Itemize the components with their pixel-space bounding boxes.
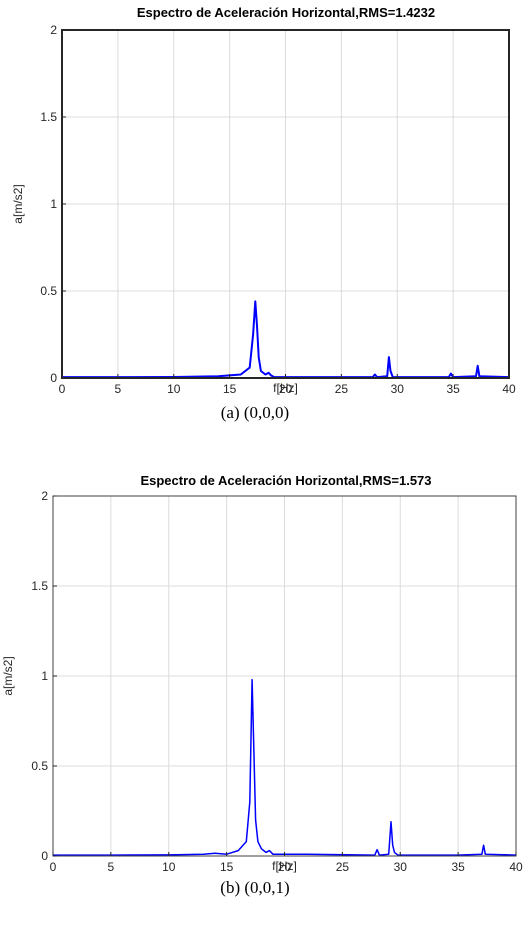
chart-b-x-tick-label: 0 [50, 860, 57, 874]
chart-a-y-tick-label: 1 [50, 197, 57, 211]
chart-b-x-tick-label: 25 [336, 860, 350, 874]
chart-b-y-tick-label: 2 [41, 489, 48, 503]
chart-a-xlabel: f[Hz] [273, 381, 298, 395]
chart-b-xlabel: f[Hz] [272, 859, 297, 873]
chart-b: Espectro de Aceleración Horizontal,RMS=1… [1, 473, 523, 897]
chart-b-caption: (b) (0,0,1) [220, 878, 289, 897]
chart-b-y-tick-label: 1 [41, 669, 48, 683]
chart-a-y-tick-label: 0 [50, 371, 57, 385]
chart-b-x-ticks: 0 5 10 15 20 25 30 35 40 [50, 852, 523, 874]
chart-b-x-tick-label: 20 [278, 860, 292, 874]
chart-a-x-tick-label: 25 [335, 382, 349, 396]
chart-b-x-tick-label: 35 [451, 860, 465, 874]
chart-a-grid [62, 30, 509, 378]
chart-a-x-ticks: 0 5 10 15 20 25 30 35 40 [59, 374, 516, 396]
chart-a-x-tick-label: 40 [502, 382, 516, 396]
chart-b-y-ticks: 0 0.5 1 1.5 2 [31, 489, 57, 863]
chart-b-title: Espectro de Aceleración Horizontal,RMS=1… [140, 473, 431, 488]
chart-b-grid [53, 496, 516, 856]
chart-a-y-tick-label: 0.5 [40, 284, 57, 298]
chart-a-x-tick-label: 20 [279, 382, 293, 396]
chart-a-caption: (a) (0,0,0) [221, 403, 289, 422]
chart-a-title: Espectro de Aceleración Horizontal,RMS=1… [137, 5, 435, 20]
chart-b-y-tick-label: 1.5 [31, 579, 48, 593]
chart-b-y-tick-label: 0.5 [31, 759, 48, 773]
chart-a: Espectro de Aceleración Horizontal,RMS=1… [11, 5, 516, 422]
chart-a-x-tick-label: 10 [167, 382, 181, 396]
chart-b-x-tick-label: 5 [108, 860, 115, 874]
chart-a-x-tick-label: 0 [59, 382, 66, 396]
chart-b-x-tick-label: 30 [394, 860, 408, 874]
chart-a-x-tick-label: 15 [223, 382, 237, 396]
chart-b-x-tick-label: 15 [220, 860, 234, 874]
chart-b-y-tick-label: 0 [41, 849, 48, 863]
chart-a-x-tick-label: 30 [391, 382, 405, 396]
chart-a-y-tick-label: 2 [50, 23, 57, 37]
chart-a-y-ticks: 0 0.5 1 1.5 2 [40, 23, 66, 385]
chart-a-ylabel: a[m/s2] [11, 184, 25, 223]
chart-b-ylabel: a[m/s2] [1, 656, 15, 695]
chart-a-y-tick-label: 1.5 [40, 110, 57, 124]
chart-a-x-tick-label: 35 [446, 382, 460, 396]
chart-b-x-tick-label: 40 [509, 860, 523, 874]
chart-b-x-tick-label: 10 [162, 860, 176, 874]
chart-a-x-tick-label: 5 [115, 382, 122, 396]
